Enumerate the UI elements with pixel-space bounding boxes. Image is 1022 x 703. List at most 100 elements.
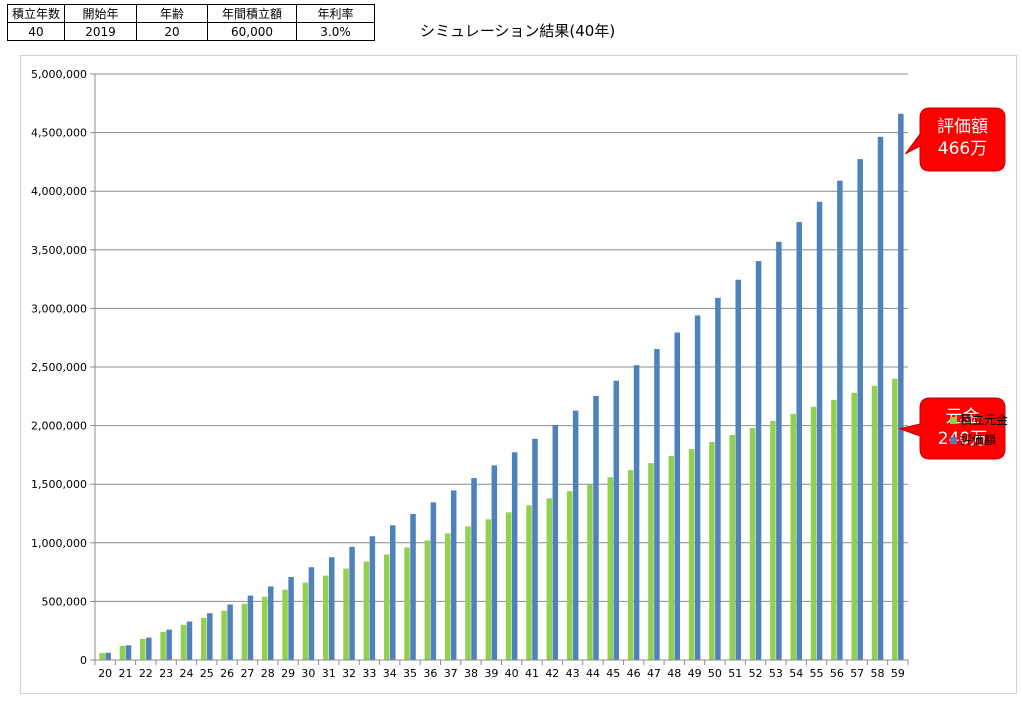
header-cell: 開始年 (64, 4, 137, 23)
bar-principal (607, 477, 614, 660)
x-tick-label: 36 (423, 667, 437, 680)
x-tick-label: 26 (220, 667, 234, 680)
bar-valuation (105, 652, 111, 660)
bar-principal (892, 378, 898, 660)
x-tick-label: 51 (728, 667, 742, 680)
bar-valuation (389, 525, 396, 660)
header-cell: 年利率 (296, 4, 375, 23)
bar-valuation (674, 332, 681, 660)
bar-valuation (410, 514, 416, 660)
parameters-value-row: 40 2019 20 60,000 3.0% (7, 22, 375, 41)
bar-valuation (857, 159, 863, 660)
callout-shape (898, 397, 1006, 460)
bar-principal (668, 456, 675, 660)
bar-valuation (837, 180, 843, 660)
bar-valuation (125, 645, 132, 660)
bar-principal (465, 526, 471, 660)
bar-valuation (593, 395, 599, 660)
chart-area: 0 500,000 1,000,000 1,500,000 2,000,000 2,500… (20, 55, 1017, 694)
x-tick-label: 23 (159, 667, 173, 680)
bar-principal (546, 498, 553, 660)
axes: 0 500,000 1,000,000 1,500,000 2,000,000 2,500… (31, 68, 909, 680)
x-tick-label: 34 (383, 667, 397, 680)
legend-item: 評価額 (950, 430, 1008, 450)
value-cell: 3.0% (296, 22, 375, 41)
bar-valuation (613, 380, 620, 660)
value-cell: 60,000 (207, 22, 297, 41)
x-tick-label: 32 (342, 667, 356, 680)
y-tick-label: 4,000,000 (31, 185, 87, 198)
header-cell: 年齢 (136, 4, 208, 23)
bar-principal (729, 434, 735, 660)
legend-swatch (950, 416, 957, 424)
bar-principal (485, 519, 492, 660)
x-tick-label: 37 (444, 667, 458, 680)
bar-principal (688, 449, 695, 660)
x-tick-label: 53 (769, 667, 783, 680)
x-tick-label: 57 (850, 667, 864, 680)
bar-chart: 0 500,000 1,000,000 1,500,000 2,000,000 2,500… (31, 68, 1006, 680)
bar-valuation (288, 576, 294, 660)
bars-group (99, 113, 904, 661)
bar-valuation (146, 637, 152, 660)
bar-valuation (349, 546, 355, 660)
x-tick-label: 31 (322, 667, 336, 680)
x-tick-label: 49 (688, 667, 702, 680)
callout-text: 466万 (938, 139, 987, 159)
x-tick-label: 46 (627, 667, 641, 680)
x-tick-label: 50 (708, 667, 722, 680)
x-tick-label: 54 (789, 667, 803, 680)
chart-legend: 積立元金評価額 (950, 410, 1008, 450)
x-tick-label: 38 (464, 667, 478, 680)
bar-principal (790, 413, 796, 660)
x-tick-label: 45 (606, 667, 620, 680)
parameters-header-row: 積立年数 開始年 年齢 年間積立額 年利率 (7, 4, 375, 23)
x-tick-label: 20 (98, 667, 112, 680)
bar-principal (302, 582, 309, 660)
bar-valuation (898, 113, 904, 660)
y-tick-label: 500,000 (42, 595, 88, 608)
bar-principal (262, 596, 268, 660)
x-tick-label: 22 (139, 667, 153, 680)
x-tick-label: 28 (261, 667, 275, 680)
y-tick-label: 3,500,000 (31, 244, 87, 257)
callout-text: 評価額 (937, 117, 988, 137)
header-cell: 積立年数 (7, 4, 65, 23)
bar-valuation (247, 595, 254, 660)
x-tick-label: 43 (566, 667, 580, 680)
callout-shape (904, 107, 1006, 172)
bar-principal (648, 463, 654, 660)
bar-principal (871, 385, 878, 660)
legend-item: 積立元金 (950, 410, 1008, 430)
bar-principal (221, 610, 227, 660)
page-title: シミュレーション結果(40年) (420, 22, 616, 40)
bar-principal (831, 399, 837, 660)
x-tick-label: 30 (301, 667, 315, 680)
bar-valuation (816, 201, 823, 660)
bar-principal (241, 603, 248, 660)
x-tick-label: 44 (586, 667, 600, 680)
bar-valuation (735, 279, 741, 660)
x-tick-label: 40 (505, 667, 519, 680)
x-tick-label: 59 (891, 667, 905, 680)
bar-valuation (207, 613, 213, 660)
bar-valuation (369, 536, 376, 660)
gridlines (95, 73, 908, 602)
x-tick-label: 42 (545, 667, 559, 680)
bar-principal (424, 540, 431, 660)
y-tick-label: 2,500,000 (31, 361, 87, 374)
bar-principal (749, 427, 756, 660)
bar-principal (709, 442, 715, 660)
bar-valuation (796, 222, 802, 661)
bar-valuation (186, 621, 193, 660)
value-cell: 2019 (64, 22, 137, 41)
x-tick-label: 27 (240, 667, 254, 680)
x-tick-label: 41 (525, 667, 539, 680)
bar-principal (282, 589, 288, 660)
legend-label: 積立元金 (960, 413, 1009, 427)
bar-principal (770, 420, 776, 660)
y-tick-label: 0 (80, 654, 87, 667)
bar-principal (343, 568, 349, 660)
x-tick-label: 21 (118, 667, 132, 680)
